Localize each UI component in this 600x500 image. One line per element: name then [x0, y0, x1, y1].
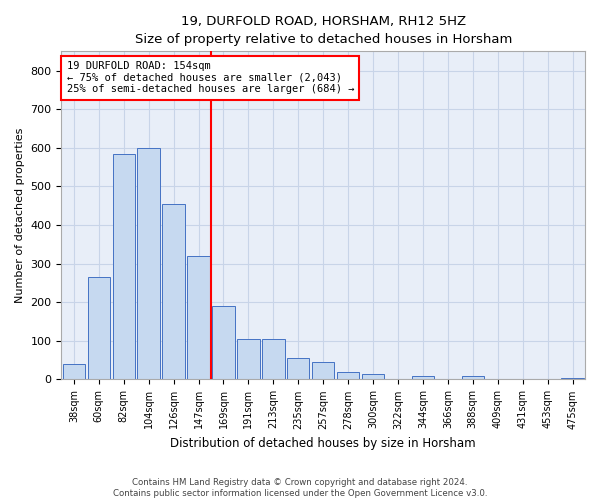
Title: 19, DURFOLD ROAD, HORSHAM, RH12 5HZ
Size of property relative to detached houses: 19, DURFOLD ROAD, HORSHAM, RH12 5HZ Size… — [134, 15, 512, 46]
Bar — [562, 378, 584, 380]
Bar — [237, 339, 260, 380]
Bar — [461, 376, 484, 380]
Bar — [362, 374, 384, 380]
Bar — [62, 364, 85, 380]
Bar — [113, 154, 135, 380]
Bar — [187, 256, 210, 380]
Bar — [262, 339, 284, 380]
Y-axis label: Number of detached properties: Number of detached properties — [15, 128, 25, 303]
X-axis label: Distribution of detached houses by size in Horsham: Distribution of detached houses by size … — [170, 437, 476, 450]
Bar — [212, 306, 235, 380]
Bar — [287, 358, 310, 380]
Bar — [137, 148, 160, 380]
Bar — [337, 372, 359, 380]
Bar — [312, 362, 334, 380]
Bar — [412, 376, 434, 380]
Text: 19 DURFOLD ROAD: 154sqm
← 75% of detached houses are smaller (2,043)
25% of semi: 19 DURFOLD ROAD: 154sqm ← 75% of detache… — [67, 61, 354, 94]
Bar — [88, 277, 110, 380]
Bar — [163, 204, 185, 380]
Text: Contains HM Land Registry data © Crown copyright and database right 2024.
Contai: Contains HM Land Registry data © Crown c… — [113, 478, 487, 498]
